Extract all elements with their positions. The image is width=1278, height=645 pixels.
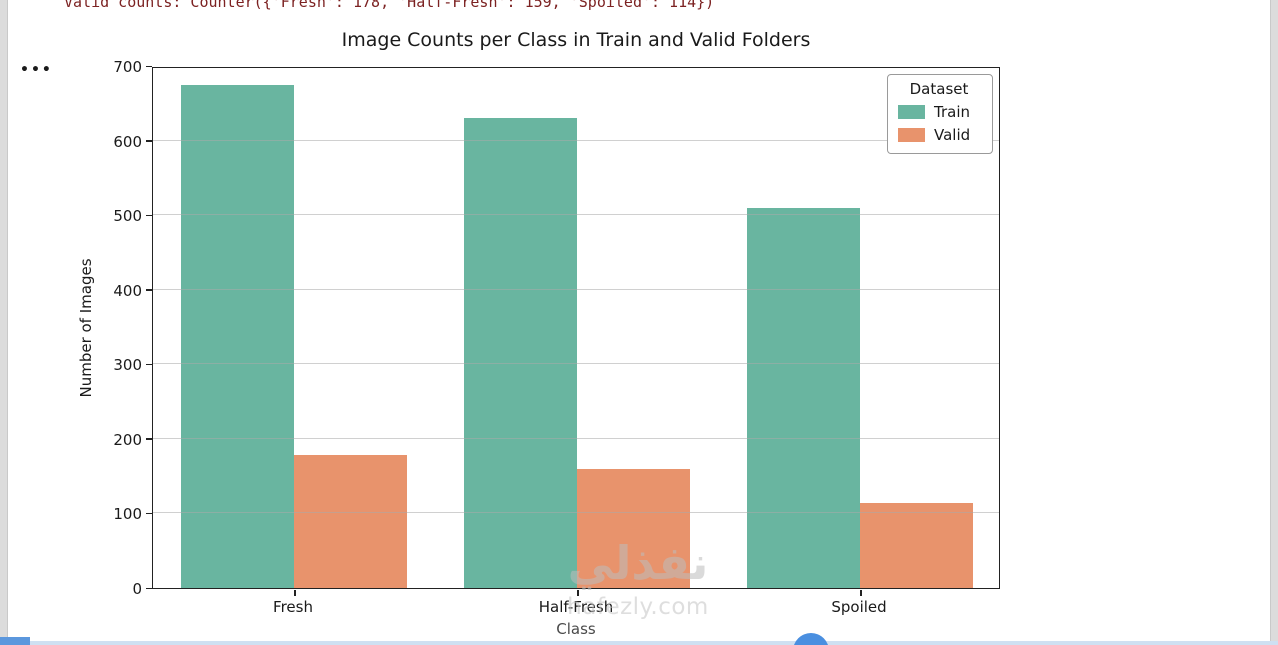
y-tick-mark: [146, 140, 152, 142]
y-tick-label-700: 700: [113, 58, 142, 76]
bar-train-spoiled: [747, 208, 860, 588]
bar-valid-half-fresh: [577, 469, 690, 588]
legend-swatch-train: [898, 105, 925, 119]
y-tick-mark: [146, 214, 152, 217]
y-tick-mark: [146, 289, 152, 291]
x-tick-mark: [860, 590, 862, 596]
gridline-600: [153, 139, 999, 141]
legend-label-train: Train: [934, 103, 970, 121]
x-tick-label-half-fresh: Half-Fresh: [538, 598, 614, 616]
y-tick-mark: [146, 512, 152, 515]
x-tick-mark: [577, 590, 579, 596]
gridline-400: [153, 288, 999, 290]
bar-train-half-fresh: [464, 118, 577, 588]
scroll-bubble-button[interactable]: [793, 633, 829, 645]
y-axis-ticks: 0 100 200 300 400 500 600 700: [96, 58, 142, 598]
bottom-strip: [0, 641, 1278, 645]
y-tick-mark: [146, 438, 152, 440]
y-tick-label-200: 200: [113, 430, 142, 449]
gridline-200: [153, 437, 999, 439]
y-axis-label: Number of Images: [77, 258, 95, 398]
bar-valid-fresh: [294, 455, 407, 588]
right-edge-strip: [1270, 0, 1278, 645]
legend-title: Dataset: [909, 80, 969, 98]
legend: Dataset Train Valid: [887, 74, 993, 154]
legend-label-valid: Valid: [934, 126, 971, 144]
legend-entries: Train Valid: [898, 103, 980, 144]
cell-options-menu-icon[interactable]: •••: [20, 62, 53, 78]
gridline-100: [153, 512, 999, 514]
y-tick-label-400: 400: [113, 281, 142, 300]
plot-area: Dataset Train Valid: [146, 65, 1000, 596]
legend-entry-valid: Valid: [898, 126, 980, 144]
y-tick-label-600: 600: [113, 132, 142, 151]
x-tick-label-fresh: Fresh: [273, 598, 313, 616]
x-tick-label-spoiled: Spoiled: [831, 598, 887, 616]
y-tick-mark: [146, 363, 152, 366]
y-tick-label-100: 100: [113, 505, 142, 524]
legend-entry-train: Train: [898, 103, 980, 121]
notebook-output-line: Valid counts: Counter({'Fresh': 178, 'Ha…: [64, 0, 715, 11]
gridline-500: [153, 214, 999, 216]
legend-swatch-valid: [898, 128, 925, 142]
bottom-left-accent: [0, 637, 30, 645]
x-tick-mark: [294, 590, 296, 596]
y-tick-mark: [146, 587, 152, 589]
y-tick-label-500: 500: [113, 207, 142, 226]
y-tick-label-0: 0: [132, 580, 142, 598]
x-axis-label: Class: [556, 620, 596, 638]
y-tick-mark: [146, 65, 152, 67]
gridline-300: [153, 363, 999, 365]
x-axis-ticks: Fresh Half-Fresh Spoiled: [152, 598, 1000, 618]
bar-train-fresh: [181, 85, 294, 588]
y-tick-label-300: 300: [113, 356, 142, 375]
chart-title: Image Counts per Class in Train and Vali…: [341, 29, 811, 51]
left-edge-strip: [0, 0, 8, 645]
notebook-output-clip: Valid counts: Counter({'Fresh': 178, 'Ha…: [64, 0, 1074, 12]
bar-valid-spoiled: [860, 503, 973, 588]
